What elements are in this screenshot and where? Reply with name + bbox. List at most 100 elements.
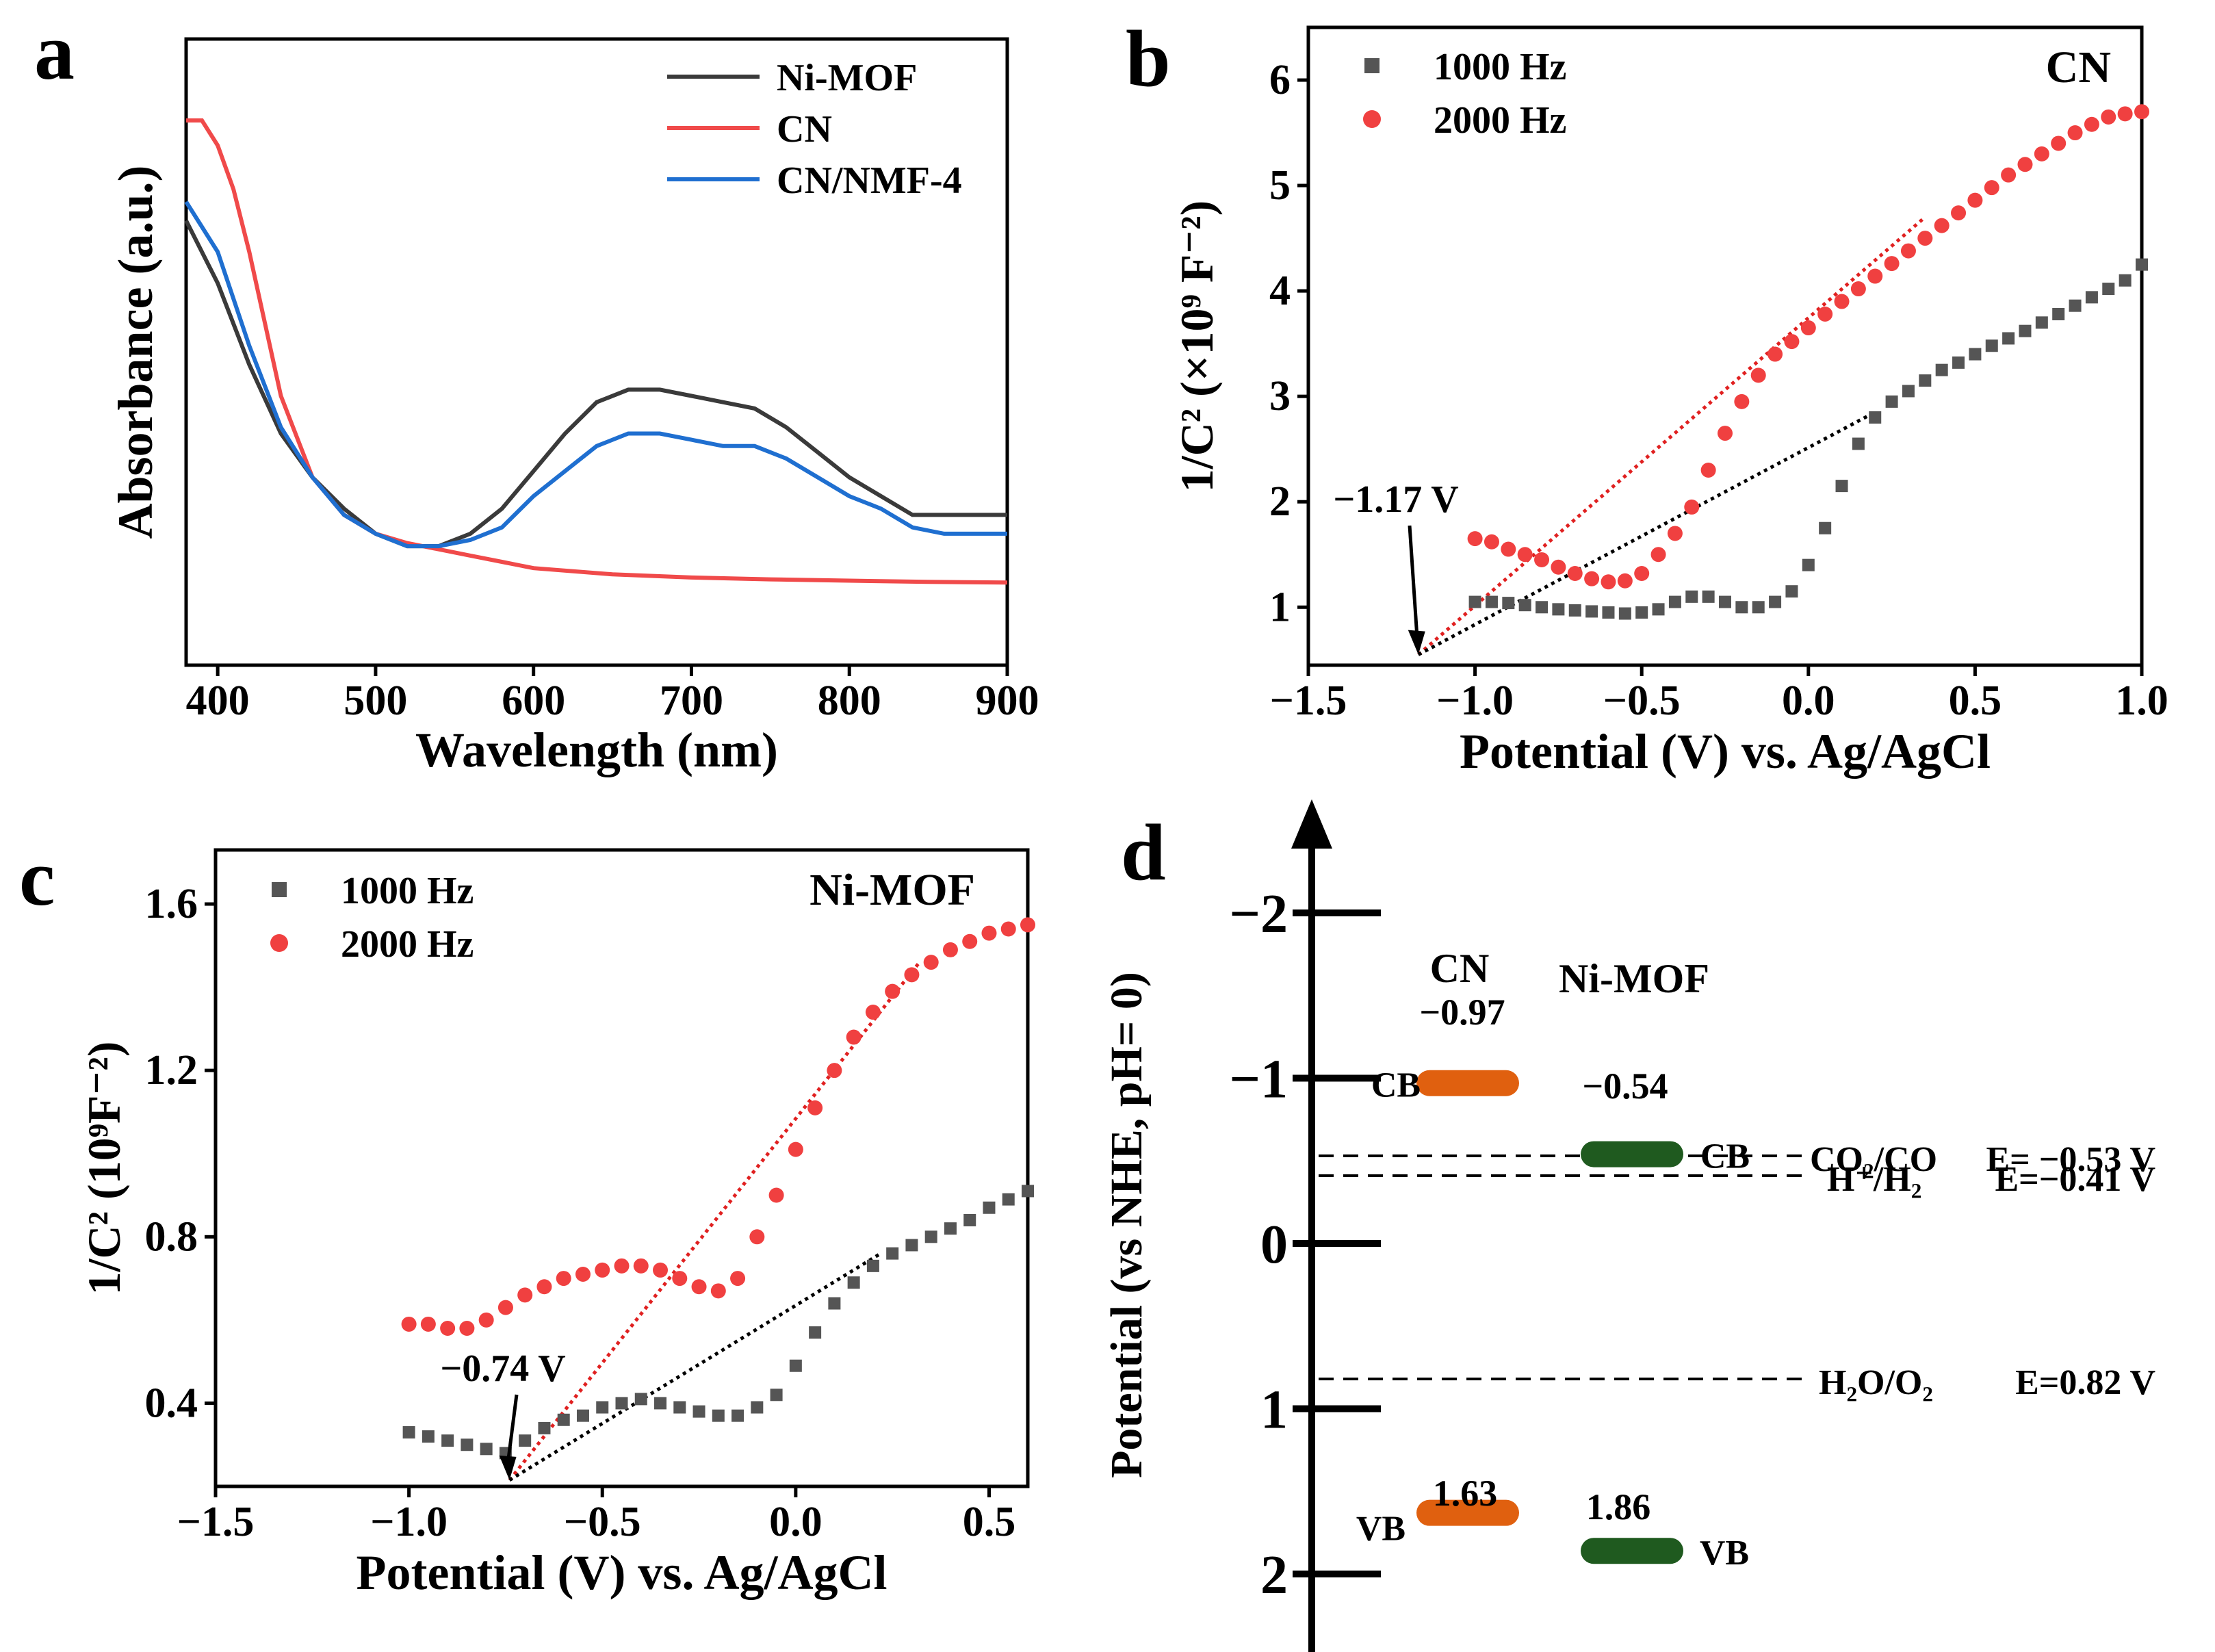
data-point-square xyxy=(1485,595,1498,608)
data-point-circle xyxy=(1020,917,1035,933)
data-point-square xyxy=(847,1276,860,1289)
data-point-square xyxy=(615,1397,628,1410)
data-point-circle xyxy=(1800,320,1816,336)
y-tick-label: 0.4 xyxy=(145,1380,198,1426)
legend-marker xyxy=(1364,58,1379,73)
material-name: CN xyxy=(1430,946,1490,991)
y-tick-label: −1 xyxy=(1229,1050,1288,1110)
reference-couple-label: H₂O/O₂ xyxy=(1819,1363,1933,1402)
legend-label: CN/NMF-4 xyxy=(777,159,962,202)
cb-label: CB xyxy=(1371,1066,1421,1105)
panel-b: −1.5 −1.0 −0.5 0.0 0.5 1.0 1 2 3 4 5 6 b Potential (V… xyxy=(1126,14,2168,779)
data-point-square xyxy=(1902,385,1915,398)
x-tick-label: 700 xyxy=(660,677,723,724)
y-axis-label: Absorbance (a.u.) xyxy=(108,165,163,539)
data-point-square xyxy=(1536,601,1549,614)
data-point-square xyxy=(2052,308,2065,321)
x-tick-label: 500 xyxy=(344,677,407,724)
vb-value: 1.86 xyxy=(1586,1486,1651,1527)
data-point-circle xyxy=(710,1283,726,1299)
data-point-circle xyxy=(1967,192,1983,208)
series-line-ni-mof xyxy=(184,220,1007,549)
x-tick-label: −1.5 xyxy=(1270,677,1347,724)
y-tick-label: 2 xyxy=(1269,478,1291,525)
data-point-circle xyxy=(827,1063,842,1079)
fit-line xyxy=(508,961,921,1482)
panel-title: CN xyxy=(2046,42,2111,92)
fit-line xyxy=(508,1252,882,1482)
data-point-square xyxy=(789,1359,802,1372)
x-tick-label: 600 xyxy=(502,677,565,724)
data-point-square xyxy=(828,1297,841,1310)
data-point-square xyxy=(963,1213,976,1226)
data-point-circle xyxy=(556,1271,571,1287)
data-point-square xyxy=(1869,411,1882,424)
data-point-circle xyxy=(478,1312,494,1328)
legend-marker xyxy=(270,934,288,952)
vb-bar-cn xyxy=(1416,1499,1519,1526)
data-point-circle xyxy=(1867,268,1883,284)
data-point-circle xyxy=(633,1258,649,1274)
data-point-circle xyxy=(1984,180,1999,196)
data-point-circle xyxy=(1534,552,1550,567)
reference-energy-label: E=0.82 V xyxy=(2015,1363,2155,1402)
y-tick-label: 0.8 xyxy=(145,1213,198,1260)
data-point-square xyxy=(596,1401,609,1414)
legend-marker xyxy=(272,882,287,897)
y-tick-label: 3 xyxy=(1269,373,1291,420)
axis-arrowhead xyxy=(1291,799,1332,849)
data-point-square xyxy=(1635,606,1648,619)
data-point-square xyxy=(2035,316,2048,329)
data-point-circle xyxy=(768,1187,784,1203)
x-tick-label: 0.5 xyxy=(963,1499,1016,1545)
legend-marker xyxy=(1363,110,1381,128)
data-point-square xyxy=(692,1405,705,1418)
x-axis-label: Potential (V) vs. Ag/AgCl xyxy=(1460,724,1991,779)
data-point-circle xyxy=(962,933,978,949)
y-axis-label: 1/C² (10⁹F⁻²) xyxy=(78,1042,130,1295)
data-point-square xyxy=(2002,332,2015,345)
data-point-square xyxy=(1518,599,1531,612)
data-point-circle xyxy=(2017,157,2033,172)
reference-energy-label: E=−0.41 V xyxy=(1995,1160,2155,1199)
data-point-circle xyxy=(807,1100,823,1115)
data-point-square xyxy=(576,1409,589,1422)
data-point-square xyxy=(1552,603,1565,616)
data-point-circle xyxy=(1567,565,1583,581)
data-point-circle xyxy=(904,967,920,983)
data-point-square xyxy=(1985,339,1998,352)
data-point-circle xyxy=(2051,135,2067,151)
data-point-circle xyxy=(749,1229,765,1245)
data-point-square xyxy=(1022,1185,1034,1198)
data-point-circle xyxy=(2067,125,2083,141)
data-point-square xyxy=(1802,558,1815,571)
data-point-circle xyxy=(1617,573,1633,589)
data-point-square xyxy=(731,1409,744,1422)
panel-title: Ni-MOF xyxy=(809,865,975,915)
data-point-square xyxy=(1819,521,1832,534)
data-point-square xyxy=(441,1434,454,1447)
data-point-circle xyxy=(536,1279,552,1295)
data-point-circle xyxy=(846,1029,862,1045)
plot-frame xyxy=(1306,25,2144,667)
data-point-circle xyxy=(1634,565,1650,581)
data-point-circle xyxy=(1951,205,1967,221)
y-tick-label: 0 xyxy=(1260,1215,1288,1275)
annotation-arrow-head xyxy=(499,1455,517,1480)
data-point-square xyxy=(673,1401,686,1414)
data-point-circle xyxy=(1484,534,1499,550)
reference-couple-label: CO₂/CO xyxy=(1810,1140,1937,1179)
data-point-square xyxy=(751,1401,764,1414)
fit-line xyxy=(1417,216,1926,656)
x-tick-label: −1.0 xyxy=(370,1499,448,1545)
vb-label: VB xyxy=(1356,1510,1406,1549)
data-point-circle xyxy=(885,983,901,999)
data-point-square xyxy=(1785,585,1798,598)
data-point-square xyxy=(402,1425,415,1438)
material-name: Ni-MOF xyxy=(1559,956,1709,1001)
data-point-square xyxy=(2136,258,2148,271)
legend-label: CN xyxy=(777,108,832,151)
panel-letter: d xyxy=(1121,808,1166,897)
annotation-arrow-head xyxy=(1408,630,1425,655)
panel-a: 400 500 600 700 800 900 a Wavelength (nm) Absorb… xyxy=(34,7,1039,777)
